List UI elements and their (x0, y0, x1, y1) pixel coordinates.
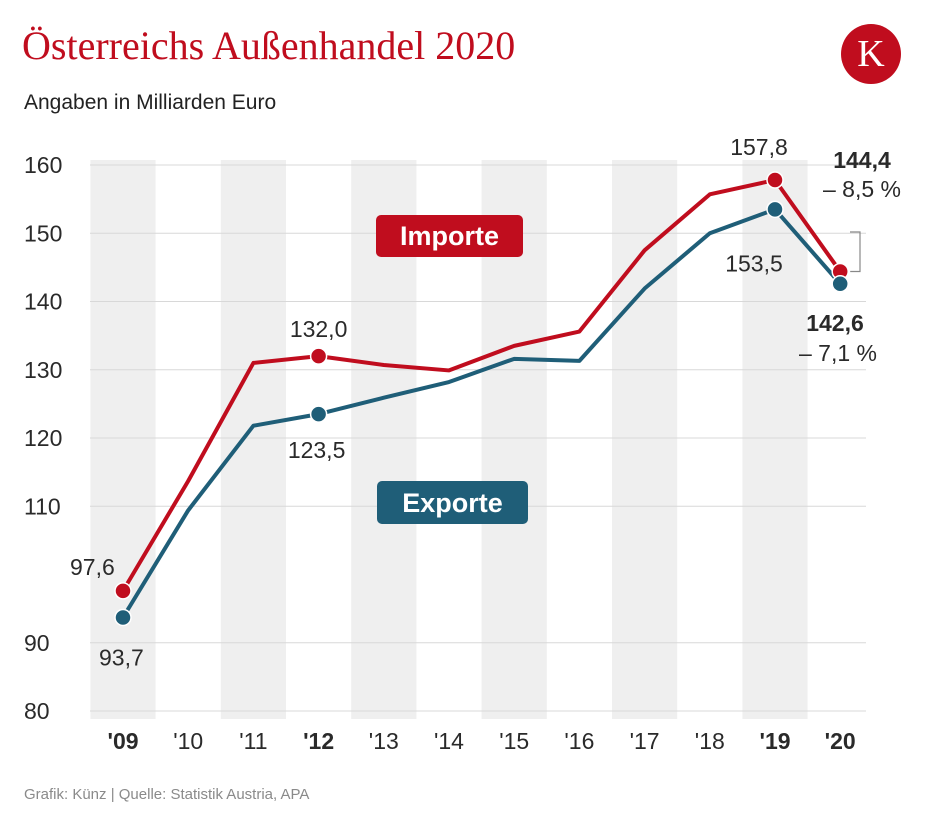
legend-imports-label: Importe (400, 221, 499, 251)
column-band (742, 160, 808, 719)
imports-point (309, 347, 328, 365)
column-band (612, 160, 678, 719)
x-tick-label: '19 (759, 728, 790, 754)
exports-point (766, 200, 784, 219)
exports-point (309, 405, 328, 423)
data-label: – 7,1 % (799, 340, 877, 366)
data-label: 123,5 (288, 437, 346, 463)
data-label: – 8,5 % (823, 176, 901, 202)
x-tick-label: '09 (107, 728, 138, 754)
x-tick-label: '17 (630, 728, 660, 754)
exports-point (831, 275, 849, 293)
y-tick-label: 80 (24, 698, 50, 724)
data-label: 142,6 (806, 310, 864, 336)
data-label: 97,6 (70, 554, 115, 580)
y-tick-label: 120 (24, 425, 62, 451)
leader-line (850, 231, 861, 273)
exports-line (121, 207, 843, 620)
legend-exports-label: Exporte (402, 488, 503, 518)
x-tick-label: '18 (695, 728, 725, 754)
data-label: 157,8 (730, 134, 788, 160)
y-tick-label: 150 (24, 220, 62, 246)
data-label: 153,5 (725, 250, 783, 276)
x-tick-label: '16 (564, 728, 594, 754)
page-title: Österreichs Außenhandel 2020 (22, 23, 516, 68)
y-tick-label: 160 (24, 152, 62, 178)
x-tick-label: '14 (434, 728, 464, 754)
exports-point (114, 608, 132, 627)
x-tick-label: '13 (369, 728, 399, 754)
column-band (220, 160, 286, 719)
chart-subtitle: Angaben in Milliarden Euro (24, 91, 277, 114)
imports-line (121, 178, 843, 593)
x-tick-label: '15 (499, 728, 529, 754)
y-tick-label: 140 (24, 289, 62, 315)
y-tick-label: 90 (24, 630, 50, 656)
legend-exports-box (377, 481, 528, 524)
y-tick-label: 130 (24, 357, 62, 383)
source-note: Grafik: Künz | Quelle: Statistik Austria… (24, 786, 310, 803)
x-tick-label: '20 (825, 728, 856, 754)
x-tick-label: '12 (303, 728, 334, 754)
y-tick-label: 110 (24, 493, 61, 519)
data-label: 132,0 (290, 316, 348, 342)
x-tick-label: '11 (239, 728, 267, 754)
imports-point (114, 582, 132, 600)
data-label: 144,4 (833, 147, 891, 173)
legend-imports-box (376, 215, 523, 257)
x-tick-label: '10 (173, 728, 203, 754)
imports-point (766, 171, 784, 189)
data-label: 93,7 (99, 644, 144, 670)
brand-logo: K (841, 24, 901, 84)
column-band (90, 160, 156, 719)
